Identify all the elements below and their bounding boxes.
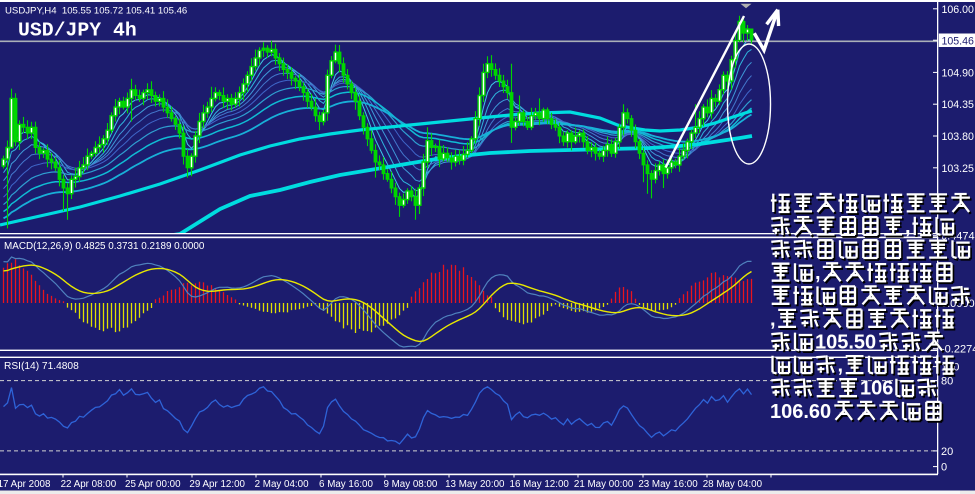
svg-text:105.46: 105.46 — [942, 36, 975, 48]
svg-text:20: 20 — [941, 446, 953, 458]
svg-text:,: , — [838, 355, 844, 377]
svg-text:21 May 00:00: 21 May 00:00 — [574, 479, 634, 490]
svg-text:106.00: 106.00 — [942, 4, 975, 16]
svg-text:,: , — [905, 216, 911, 238]
svg-text:13 May 20:00: 13 May 20:00 — [445, 479, 505, 490]
svg-text:RSI(14) 71.4808: RSI(14) 71.4808 — [4, 361, 79, 372]
svg-text:28 May 04:00: 28 May 04:00 — [703, 479, 763, 490]
svg-text:105.50: 105.50 — [815, 332, 876, 354]
svg-text:104.90: 104.90 — [942, 67, 975, 79]
svg-text:104.35: 104.35 — [942, 99, 975, 111]
svg-text:,: , — [770, 308, 776, 330]
svg-text:103.25: 103.25 — [942, 163, 975, 175]
svg-text:MACD(12,26,9) 0.4825 0.3731 0.: MACD(12,26,9) 0.4825 0.3731 0.2189 0.000… — [4, 241, 205, 252]
svg-text:106.60: 106.60 — [770, 401, 831, 423]
svg-text:,: , — [815, 262, 821, 284]
svg-text:USD/JPY 4h: USD/JPY 4h — [18, 20, 137, 42]
svg-text:80: 80 — [941, 376, 953, 388]
svg-text:29 Apr 12:00: 29 Apr 12:00 — [189, 479, 245, 490]
svg-text:0: 0 — [941, 462, 947, 474]
svg-text:103.80: 103.80 — [942, 131, 975, 143]
svg-text:2 May 04:00: 2 May 04:00 — [255, 479, 309, 490]
svg-text:-0.2274: -0.2274 — [941, 344, 975, 356]
svg-text:23 May 16:00: 23 May 16:00 — [638, 479, 698, 490]
svg-text:17 Apr 2008: 17 Apr 2008 — [0, 479, 51, 490]
svg-text:16 May 12:00: 16 May 12:00 — [510, 479, 570, 490]
svg-text:9 May 08:00: 9 May 08:00 — [383, 479, 437, 490]
svg-text:6 May 16:00: 6 May 16:00 — [319, 479, 373, 490]
svg-text:USDJPY,H4 105.55 105.72 105.4: USDJPY,H4 105.55 105.72 105.41 105.46 — [5, 6, 187, 17]
svg-text:25 Apr 00:00: 25 Apr 00:00 — [125, 479, 181, 490]
svg-text:22 Apr 08:00: 22 Apr 08:00 — [61, 479, 117, 490]
svg-text:106: 106 — [860, 378, 893, 400]
